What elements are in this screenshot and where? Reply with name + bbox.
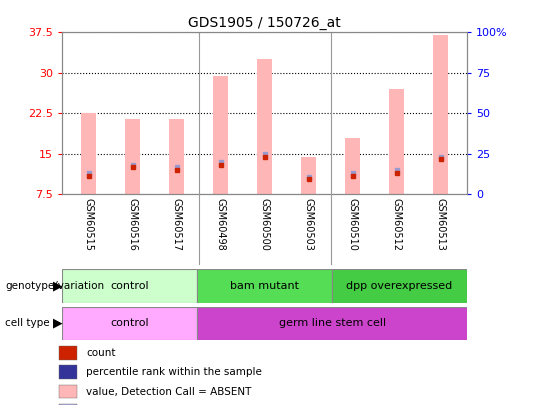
Bar <box>332 269 467 303</box>
Text: control: control <box>110 318 149 328</box>
Text: ▶: ▶ <box>53 279 63 292</box>
Bar <box>433 35 448 194</box>
Bar <box>125 119 140 194</box>
Bar <box>81 113 96 194</box>
Bar <box>301 157 316 194</box>
Bar <box>59 365 77 379</box>
Text: ▶: ▶ <box>53 317 63 330</box>
Text: percentile rank within the sample: percentile rank within the sample <box>86 367 262 377</box>
Text: GSM60515: GSM60515 <box>84 198 93 251</box>
Bar <box>59 346 77 360</box>
Bar <box>59 404 77 405</box>
Text: cell type: cell type <box>5 318 50 328</box>
Bar <box>389 89 404 194</box>
Text: GSM60503: GSM60503 <box>303 198 314 251</box>
Text: GSM60498: GSM60498 <box>215 198 226 251</box>
Text: GSM60512: GSM60512 <box>392 198 402 251</box>
Bar <box>213 76 228 194</box>
Text: dpp overexpressed: dpp overexpressed <box>347 281 453 291</box>
Text: value, Detection Call = ABSENT: value, Detection Call = ABSENT <box>86 386 252 396</box>
Text: GSM60500: GSM60500 <box>260 198 269 251</box>
Bar <box>59 385 77 399</box>
Bar <box>62 307 197 340</box>
Text: germ line stem cell: germ line stem cell <box>279 318 386 328</box>
Text: GSM60516: GSM60516 <box>127 198 138 251</box>
Text: GSM60517: GSM60517 <box>172 198 181 251</box>
Title: GDS1905 / 150726_at: GDS1905 / 150726_at <box>188 16 341 30</box>
Text: genotype/variation: genotype/variation <box>5 281 105 291</box>
Bar <box>257 60 272 194</box>
Text: GSM60510: GSM60510 <box>348 198 357 251</box>
Bar <box>345 138 360 194</box>
Bar <box>197 307 467 340</box>
Bar <box>62 269 197 303</box>
Text: count: count <box>86 348 116 358</box>
Bar <box>197 269 332 303</box>
Text: control: control <box>110 281 149 291</box>
Text: GSM60513: GSM60513 <box>436 198 446 251</box>
Text: bam mutant: bam mutant <box>230 281 299 291</box>
Bar <box>169 119 184 194</box>
